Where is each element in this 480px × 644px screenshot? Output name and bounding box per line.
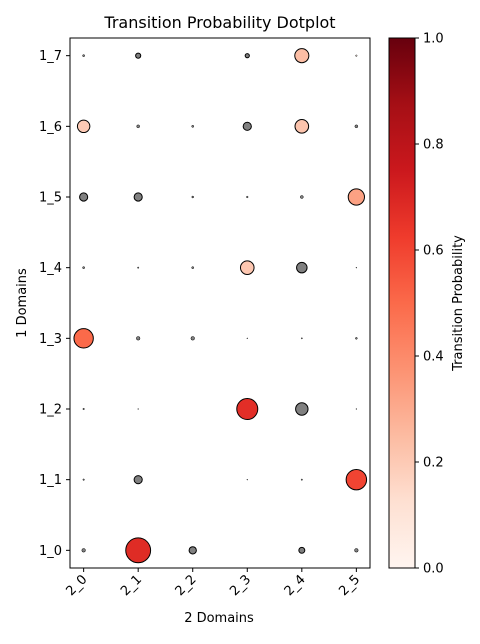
y-axis-label: 1 Domains: [15, 268, 30, 338]
dot-1_4-2_2: [191, 266, 195, 269]
dot-1_5-2_5: [347, 188, 365, 206]
dot-1_3-2_3: [246, 337, 248, 339]
dot-1_1-2_3: [246, 479, 248, 481]
dot-1_4-2_1: [137, 266, 140, 269]
dot-1_0-2_0: [81, 548, 86, 553]
y-tick-label: 1_1: [39, 473, 62, 488]
x-tick-label: 2_2: [173, 572, 200, 599]
dot-1_6-2_3: [242, 121, 252, 131]
x-axis-label: 2 Domains: [184, 611, 254, 626]
dot-1_3-2_5: [355, 337, 358, 340]
dot-1_5-2_4: [300, 195, 304, 199]
plot-area: [69, 37, 371, 569]
dot-1_0-2_2: [188, 546, 197, 555]
dot-1_7-2_0: [82, 54, 85, 57]
dot-1_7-2_3: [244, 53, 250, 59]
colorbar-tick-label: 0.2: [423, 456, 444, 471]
dot-1_5-2_2: [191, 195, 194, 199]
dot-1_2-2_1: [137, 408, 139, 410]
dot-1_5-2_3: [246, 195, 249, 199]
dot-1_2-2_0: [82, 408, 85, 410]
dot-1_6-2_5: [354, 124, 359, 129]
dot-1_6-2_0: [76, 119, 91, 134]
dot-1_1-2_0: [82, 478, 85, 481]
dot-1_4-2_0: [82, 266, 85, 269]
dot-1_3-2_1: [136, 336, 141, 341]
dot-1_3-2_2: [190, 336, 195, 341]
y-tick-label: 1_0: [39, 544, 62, 559]
x-tick-label: 2_1: [118, 572, 145, 599]
dot-1_5-2_1: [133, 192, 143, 202]
colorbar-tick-label: 0.6: [423, 244, 444, 259]
dot-1_7-2_5: [355, 54, 358, 57]
dot-1_1-2_1: [133, 475, 143, 485]
colorbar: [388, 37, 416, 569]
x-tick-label: 2_3: [227, 572, 254, 599]
dot-1_0-2_1: [125, 537, 152, 564]
dot-1_0-2_5: [354, 548, 359, 553]
x-tick-label: 2_0: [64, 572, 91, 599]
y-tick-label: 1_3: [39, 332, 62, 347]
dot-1_4-2_5: [355, 267, 358, 269]
dot-1_1-2_4: [300, 478, 303, 481]
dot-1_2-2_3: [236, 398, 259, 420]
dot-1_2-2_4: [295, 402, 309, 416]
data-points: [73, 48, 368, 564]
x-axis-ticks: 2_0 2_1 2_2 2_3 2_4 2_5: [64, 568, 363, 599]
colorbar-ticks: 0.0 0.2 0.4 0.6 0.8 1.0: [415, 32, 444, 577]
dot-1_7-2_1: [135, 52, 142, 59]
colorbar-tick-label: 1.0: [423, 32, 444, 47]
y-axis-ticks: 1_0 1_1 1_2 1_3 1_4 1_5 1_6 1_7: [39, 49, 70, 559]
y-tick-label: 1_5: [39, 191, 62, 206]
y-tick-label: 1_6: [39, 120, 62, 135]
colorbar-label: Transition Probability: [451, 235, 466, 372]
y-tick-label: 1_2: [39, 403, 62, 418]
colorbar-tick-label: 0.0: [423, 562, 444, 577]
colorbar-tick-label: 0.8: [423, 138, 444, 153]
dot-1_6-2_1: [136, 124, 140, 129]
dot-1_6-2_2: [191, 125, 195, 128]
x-tick-label: 2_4: [282, 572, 309, 599]
dot-1_7-2_4: [294, 48, 310, 64]
dot-1_1-2_5: [345, 468, 368, 491]
dot-1_3-2_4: [300, 337, 303, 340]
dot-1_6-2_4: [294, 119, 310, 134]
dot-1_5-2_0: [79, 192, 89, 202]
dot-1_4-2_3: [239, 260, 255, 275]
dot-1_0-2_4: [298, 546, 306, 554]
dot-1_2-2_5: [355, 408, 358, 410]
y-tick-label: 1_7: [39, 49, 62, 64]
colorbar-tick-label: 0.4: [423, 350, 444, 365]
dot-1_4-2_4: [296, 261, 308, 274]
y-tick-label: 1_4: [39, 261, 62, 276]
chart-title: Transition Probability Dotplot: [103, 13, 335, 32]
dot-1_3-2_0: [73, 328, 94, 349]
x-tick-label: 2_5: [336, 572, 363, 599]
